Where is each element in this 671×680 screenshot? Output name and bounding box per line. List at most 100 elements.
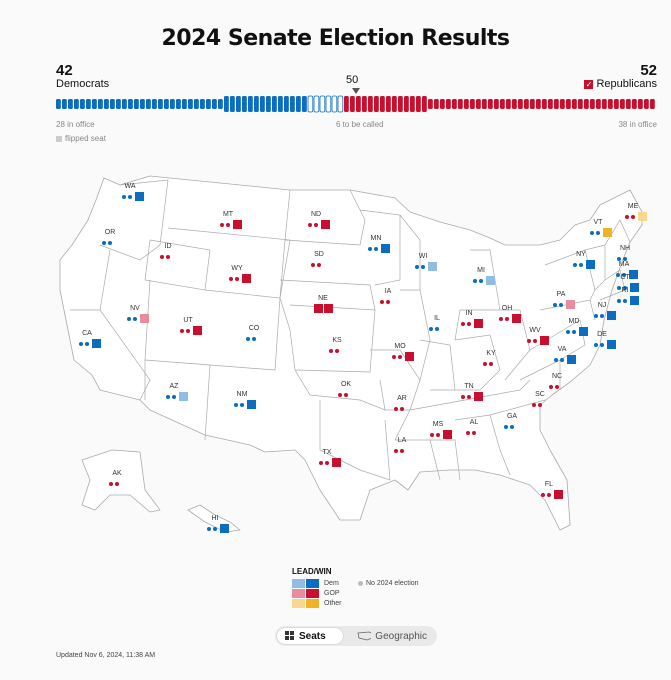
holdover-seat-dot	[479, 279, 483, 283]
state-al[interactable]: AL	[466, 419, 478, 435]
state-label: MA	[619, 261, 630, 268]
state-il[interactable]: IL	[429, 315, 440, 331]
state-tx[interactable]: TX	[319, 449, 341, 467]
holdover-seat-dot	[368, 247, 372, 251]
holdover-seat-dot	[594, 314, 598, 318]
state-label: UT	[183, 317, 193, 324]
rep-seat-count: 52	[640, 62, 657, 79]
holdover-seat-dot	[538, 403, 542, 407]
race-result-square	[607, 311, 616, 320]
race-result-square	[540, 336, 549, 345]
seat-dem-in-office	[200, 99, 205, 109]
holdover-seat-dot	[625, 215, 629, 219]
state-ct[interactable]: CT	[617, 274, 639, 292]
state-ar[interactable]: AR	[394, 395, 407, 411]
state-ky[interactable]: KY	[483, 350, 496, 366]
state-wy[interactable]: WY	[229, 265, 251, 283]
state-nd[interactable]: ND	[308, 211, 330, 229]
state-ca[interactable]: CA	[79, 330, 101, 348]
holdover-seat-dot	[430, 433, 434, 437]
state-co[interactable]: CO	[246, 325, 260, 341]
state-la[interactable]: LA	[394, 437, 407, 453]
state-nm[interactable]: NM	[234, 391, 256, 409]
seat-dem-in-office	[140, 99, 145, 109]
holdover-seat-dot	[617, 257, 621, 261]
state-nh[interactable]: NH	[617, 245, 630, 261]
state-sd[interactable]: SD	[311, 251, 324, 267]
seat-rep-in-office	[542, 99, 547, 109]
state-pa[interactable]: PA	[553, 291, 575, 309]
state-mt[interactable]: MT	[220, 211, 242, 229]
state-ks[interactable]: KS	[329, 337, 342, 353]
state-sc[interactable]: SC	[532, 391, 545, 407]
holdover-seat-dot	[623, 299, 627, 303]
holdover-seat-dot	[555, 385, 559, 389]
state-ny[interactable]: NY	[573, 251, 595, 269]
state-ok[interactable]: OK	[338, 381, 351, 397]
state-label: NJ	[598, 302, 607, 309]
legend-gop-win	[306, 588, 319, 598]
race-result-square	[381, 244, 390, 253]
state-mn[interactable]: MN	[368, 235, 390, 253]
seat-rep-in-office	[632, 99, 637, 109]
state-mi[interactable]: MI	[473, 267, 495, 285]
state-ne[interactable]: NE	[314, 295, 333, 313]
holdover-seat-dot	[344, 393, 348, 397]
state-fl[interactable]: FL	[541, 481, 563, 499]
seats-view-button[interactable]: Seats	[277, 628, 343, 644]
seat-rep-in-office	[608, 99, 613, 109]
seat-dem-in-office	[56, 99, 61, 109]
state-ri[interactable]: RI	[617, 287, 639, 305]
holdover-seat-dot	[510, 425, 514, 429]
state-nc[interactable]: NC	[549, 373, 562, 389]
holdover-seat-dot	[226, 223, 230, 227]
state-ia[interactable]: IA	[380, 288, 392, 304]
state-ak[interactable]: AK	[109, 470, 122, 486]
seat-dem-in-office	[128, 99, 133, 109]
state-ma[interactable]: MA	[616, 261, 638, 279]
state-wi[interactable]: WI	[415, 253, 437, 271]
state-label: TN	[464, 383, 473, 390]
state-az[interactable]: AZ	[166, 383, 188, 401]
legend-title: LEAD/WIN	[292, 567, 332, 576]
state-de[interactable]: DE	[594, 331, 616, 349]
state-wa[interactable]: WA	[122, 183, 144, 201]
state-mo[interactable]: MO	[392, 343, 414, 361]
race-result-square	[220, 524, 229, 533]
seat-dem-in-office	[80, 99, 85, 109]
state-tn[interactable]: TN	[461, 383, 483, 401]
holdover-seat-dot	[505, 317, 509, 321]
state-md[interactable]: MD	[566, 318, 588, 336]
state-oh[interactable]: OH	[499, 305, 521, 323]
seat-rep-won	[350, 96, 355, 112]
geographic-view-button[interactable]: Geographic	[349, 628, 435, 644]
state-or[interactable]: OR	[102, 229, 115, 245]
holdover-seat-dot	[386, 300, 390, 304]
holdover-seat-dot	[429, 327, 433, 331]
state-label: KS	[332, 337, 342, 344]
state-nj[interactable]: NJ	[594, 302, 616, 320]
state-label: MT	[223, 211, 234, 218]
race-result-square	[638, 212, 647, 221]
state-ga[interactable]: GA	[504, 413, 517, 429]
grid-icon	[285, 631, 294, 640]
seat-dem-in-office	[182, 99, 187, 109]
state-wv[interactable]: WV	[527, 327, 549, 345]
state-nv[interactable]: NV	[127, 305, 149, 323]
holdover-seat-dot	[319, 461, 323, 465]
state-ms[interactable]: MS	[430, 421, 452, 439]
seat-rep-won	[356, 96, 361, 112]
state-ut[interactable]: UT	[180, 317, 202, 335]
state-label: VT	[594, 219, 604, 226]
state-hi[interactable]: HI	[207, 515, 229, 533]
state-me[interactable]: ME	[625, 203, 647, 221]
seat-dem-won	[230, 96, 235, 112]
page-title: 2024 Senate Election Results	[161, 26, 510, 51]
state-in[interactable]: IN	[461, 310, 483, 328]
race-result-square	[405, 352, 414, 361]
race-result-square	[324, 304, 333, 313]
state-va[interactable]: VA	[554, 346, 576, 364]
state-id[interactable]: ID	[160, 243, 172, 259]
state-vt[interactable]: VT	[590, 219, 612, 237]
state-label: IN	[466, 310, 473, 317]
